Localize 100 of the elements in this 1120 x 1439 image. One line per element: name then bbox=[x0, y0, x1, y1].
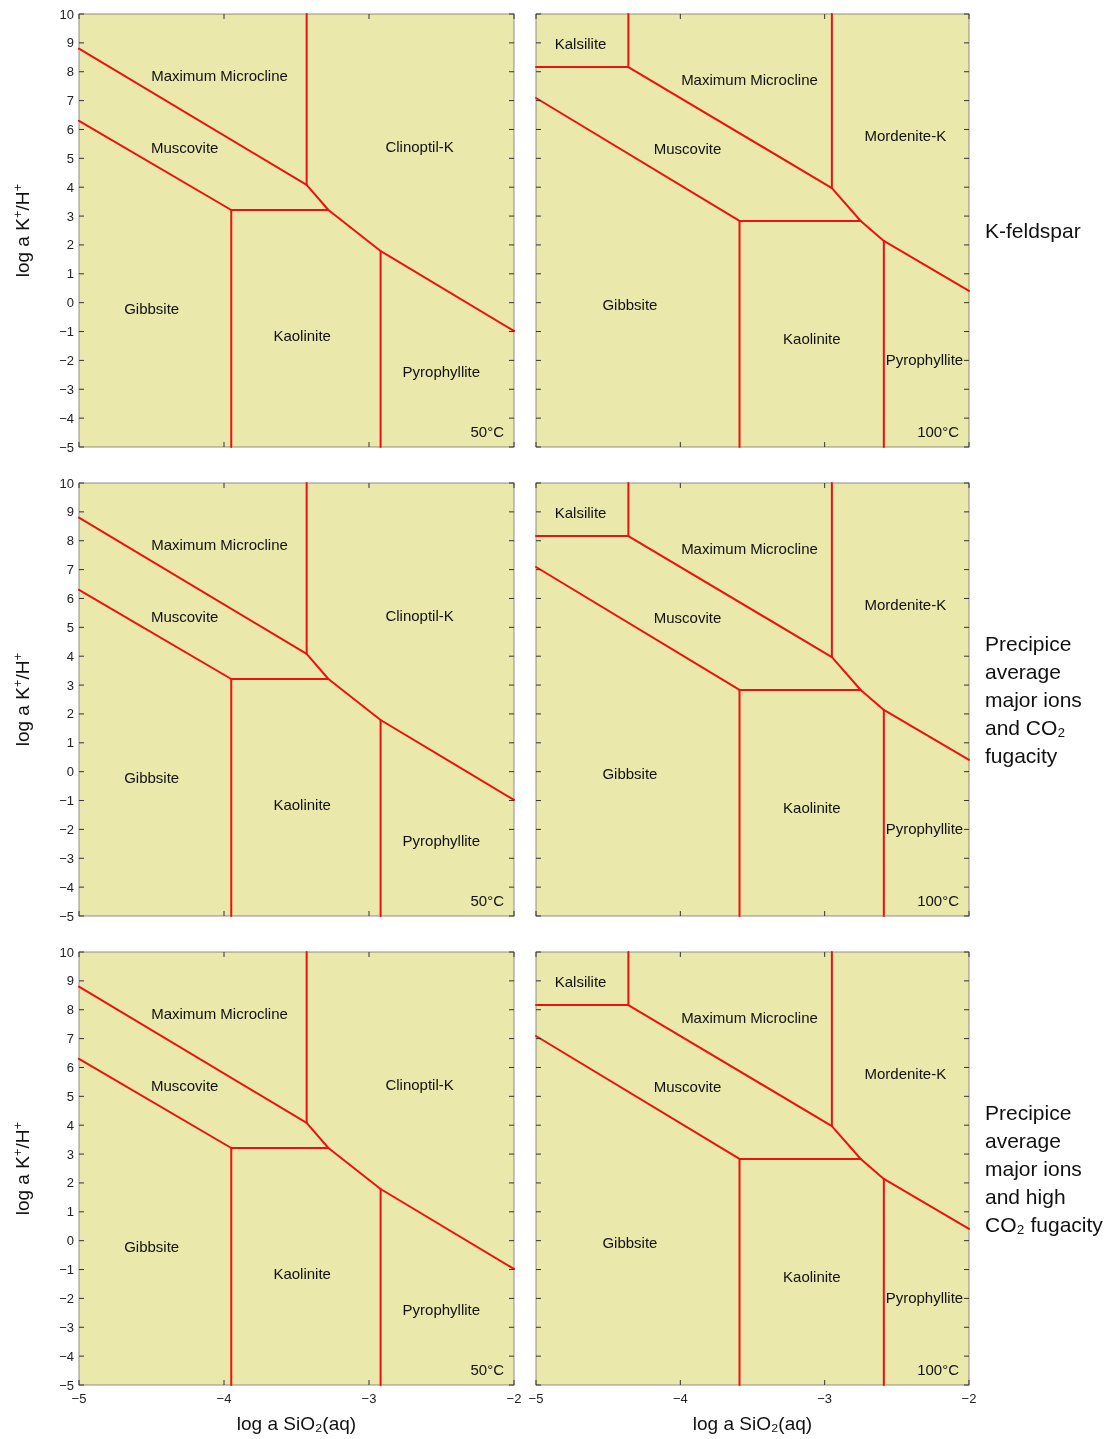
y-tick-label: 6 bbox=[66, 1060, 74, 1076]
y-tick-label: 9 bbox=[66, 35, 74, 51]
annotation: Clinoptil-K bbox=[385, 1076, 454, 1094]
y-tick-label: 1 bbox=[66, 1204, 74, 1220]
annotation: Gibbsite bbox=[124, 299, 180, 317]
y-tick-label: −3 bbox=[59, 1319, 74, 1335]
annotation: 100°C bbox=[917, 1361, 960, 1378]
y-tick-label: −1 bbox=[59, 793, 74, 809]
y-tick-label: −1 bbox=[59, 324, 74, 340]
y-tick-label: 0 bbox=[66, 764, 74, 780]
y-tick-label: 2 bbox=[66, 706, 74, 722]
annotation: Maximum Microcline bbox=[681, 540, 818, 558]
x-tick-label: −2 bbox=[961, 1391, 977, 1406]
annotation: 100°C bbox=[917, 423, 960, 440]
y-tick-label: 2 bbox=[66, 237, 74, 253]
annotation: Pyrophyllite bbox=[885, 351, 964, 369]
y-tick-label: 5 bbox=[66, 1088, 74, 1104]
annotation: Muscovite bbox=[150, 608, 219, 626]
y-tick-label: 9 bbox=[66, 504, 74, 520]
text: Precipice average major ions and CO₂ fugacity bbox=[985, 631, 1082, 767]
x-tick-label: −3 bbox=[361, 1391, 377, 1406]
y-tick-label: −2 bbox=[59, 821, 74, 837]
annotation: 100°C bbox=[917, 892, 960, 909]
annotation: Gibbsite bbox=[124, 768, 180, 786]
x-axis-title: log a SiO₂(aq) bbox=[692, 1413, 813, 1434]
annotation: Kaolinite bbox=[273, 795, 331, 813]
annotation: Muscovite bbox=[653, 1078, 722, 1096]
annotation: Mordenite-K bbox=[864, 127, 947, 145]
annotation: Kaolinite bbox=[783, 330, 841, 348]
annotation: 50°C bbox=[470, 1361, 505, 1378]
y-tick-label: −5 bbox=[59, 1377, 74, 1393]
annotation: Clinoptil-K bbox=[385, 607, 454, 625]
annotation: Maximum Microcline bbox=[681, 71, 818, 89]
y-tick-label: 6 bbox=[66, 122, 74, 138]
x-tick-label: −2 bbox=[506, 1391, 522, 1406]
y-tick-label: 0 bbox=[66, 295, 74, 311]
annotation: Kaolinite bbox=[273, 1264, 331, 1282]
annotation: Kalsilite bbox=[554, 973, 607, 991]
y-tick-label: 3 bbox=[66, 208, 74, 224]
annotation: Gibbsite bbox=[602, 296, 658, 314]
y-tick-label: −4 bbox=[59, 879, 74, 895]
y-tick-label: 6 bbox=[66, 591, 74, 607]
annotation: Pyrophyllite bbox=[885, 1289, 964, 1307]
text: Precipice average major ions and high CO₂ fugacity bbox=[985, 1100, 1104, 1236]
annotation: Maximum Microcline bbox=[151, 536, 288, 554]
y-tick-label: 4 bbox=[66, 1117, 74, 1133]
annotation: Kaolinite bbox=[783, 799, 841, 817]
y-tick-label: −5 bbox=[59, 439, 74, 455]
y-tick-label: 10 bbox=[59, 475, 74, 491]
annotation: Muscovite bbox=[653, 140, 722, 158]
annotation: Clinoptil-K bbox=[385, 138, 454, 156]
y-tick-label: 8 bbox=[66, 533, 74, 549]
y-tick-label: 8 bbox=[66, 1002, 74, 1018]
annotation: Muscovite bbox=[150, 1077, 219, 1095]
annotation: Kaolinite bbox=[273, 326, 331, 344]
annotation: 50°C bbox=[470, 423, 505, 440]
y-tick-label: −5 bbox=[59, 908, 74, 924]
y-tick-label: 8 bbox=[66, 64, 74, 80]
annotation: Gibbsite bbox=[124, 1237, 180, 1255]
annotation: Mordenite-K bbox=[864, 1065, 947, 1083]
y-tick-label: 1 bbox=[66, 735, 74, 751]
y-tick-label: 4 bbox=[66, 179, 74, 195]
annotation: Kaolinite bbox=[783, 1268, 841, 1286]
y-tick-label: 1 bbox=[66, 266, 74, 282]
annotation: Pyrophyllite bbox=[402, 363, 481, 381]
y-tick-label: 3 bbox=[66, 677, 74, 693]
y-tick-label: 10 bbox=[59, 6, 74, 22]
y-tick-label: −4 bbox=[59, 410, 74, 426]
annotation: Muscovite bbox=[653, 609, 722, 627]
annotation: Kalsilite bbox=[554, 504, 607, 522]
x-axis-title: log a SiO₂(aq) bbox=[236, 1413, 357, 1434]
x-tick-label: −4 bbox=[216, 1391, 232, 1406]
annotation: Mordenite-K bbox=[864, 596, 947, 614]
y-tick-label: 7 bbox=[66, 93, 74, 109]
annotation: Gibbsite bbox=[602, 1234, 658, 1252]
annotation: Maximum Microcline bbox=[151, 1005, 288, 1023]
annotation: 50°C bbox=[470, 892, 505, 909]
x-tick-label: −5 bbox=[528, 1391, 544, 1406]
annotation: Maximum Microcline bbox=[681, 1009, 818, 1027]
y-tick-label: 5 bbox=[66, 619, 74, 635]
annotation: Kalsilite bbox=[554, 35, 607, 53]
annotation: Maximum Microcline bbox=[151, 67, 288, 85]
y-tick-label: 4 bbox=[66, 648, 74, 664]
y-tick-label: −1 bbox=[59, 1262, 74, 1278]
y-tick-label: 10 bbox=[59, 944, 74, 960]
y-tick-label: −4 bbox=[59, 1348, 74, 1364]
y-tick-label: 7 bbox=[66, 1031, 74, 1047]
annotation: Pyrophyllite bbox=[402, 832, 481, 850]
y-tick-label: 5 bbox=[66, 150, 74, 166]
y-tick-label: 3 bbox=[66, 1146, 74, 1162]
x-tick-label: −3 bbox=[817, 1391, 833, 1406]
y-tick-label: −3 bbox=[59, 381, 74, 397]
annotation: Pyrophyllite bbox=[402, 1301, 481, 1319]
y-tick-label: 0 bbox=[66, 1233, 74, 1249]
y-tick-label: −2 bbox=[59, 352, 74, 368]
annotation: Pyrophyllite bbox=[885, 820, 964, 838]
x-tick-label: −4 bbox=[672, 1391, 688, 1406]
annotation: Muscovite bbox=[150, 139, 219, 157]
text: K-feldspar bbox=[985, 218, 1081, 242]
y-tick-label: −3 bbox=[59, 850, 74, 866]
